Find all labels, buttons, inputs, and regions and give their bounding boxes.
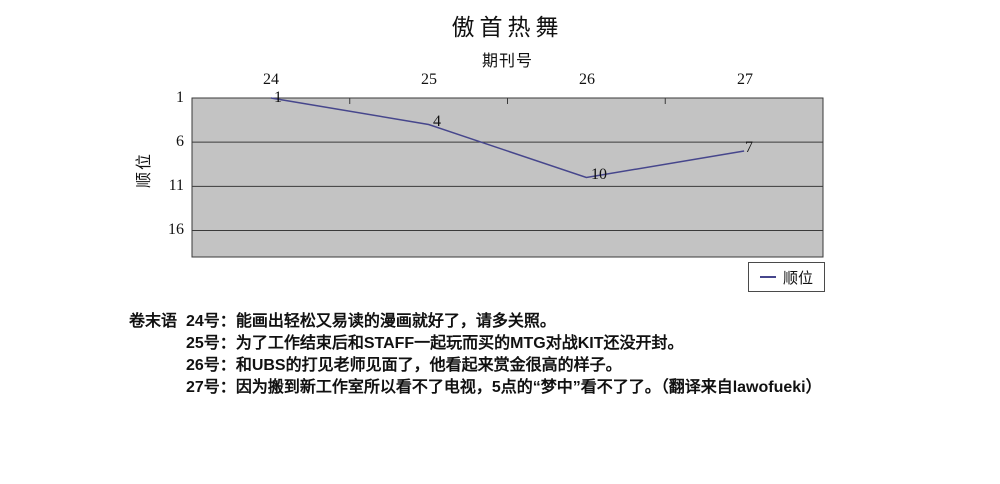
notes-heading-spacer	[129, 333, 186, 355]
note-issue-label: 27号：	[186, 379, 236, 396]
data-point-label: 4	[433, 113, 441, 130]
note-text: 因为搬到新工作室所以看不了电视，5点的“梦中”看不了了。（翻译来自lawofue…	[235, 379, 822, 396]
note-issue-label: 25号：	[186, 335, 236, 352]
data-point-label: 7	[745, 139, 753, 156]
x-axis-title: 期刊号	[481, 53, 533, 70]
data-point-label: 1	[274, 89, 282, 106]
y-tick-label: 16	[168, 221, 184, 238]
y-axis-title: 顺位	[136, 152, 153, 189]
note-text: 为了工作结束后和STAFF一起玩而买的MTG对战KIT还没开封。	[235, 335, 684, 352]
afterword-notes: 卷末语 24号： 能画出轻松又易读的漫画就好了，请多关照。 25号： 为了工作结…	[129, 311, 822, 399]
note-text: 和UBS的打见老师见面了，他看起来赏金很高的样子。	[235, 357, 622, 374]
x-tick-label: 27	[737, 71, 753, 88]
notes-heading-spacer	[129, 355, 186, 377]
data-point-label: 10	[591, 166, 607, 183]
line-chart	[191, 97, 824, 258]
x-tick-label: 25	[421, 71, 437, 88]
y-tick-label: 11	[168, 177, 184, 194]
series-line	[270, 97, 745, 179]
y-tick-label: 6	[176, 133, 184, 150]
note-text: 能画出轻松又易读的漫画就好了，请多关照。	[235, 313, 556, 330]
chart-legend: 顺位	[748, 262, 825, 292]
y-tick-label: 1	[176, 89, 184, 106]
x-tick-label: 24	[263, 71, 279, 88]
notes-heading: 卷末语	[129, 313, 178, 330]
note-issue-label: 26号：	[186, 357, 236, 374]
legend-label: 顺位	[782, 270, 813, 287]
chart-title: 傲首热舞	[451, 15, 564, 40]
x-tick-label: 26	[579, 71, 595, 88]
plot-area	[191, 97, 824, 258]
note-issue-label: 24号：	[186, 313, 236, 330]
notes-heading-spacer	[129, 377, 186, 399]
legend-line-marker-icon	[759, 276, 776, 278]
